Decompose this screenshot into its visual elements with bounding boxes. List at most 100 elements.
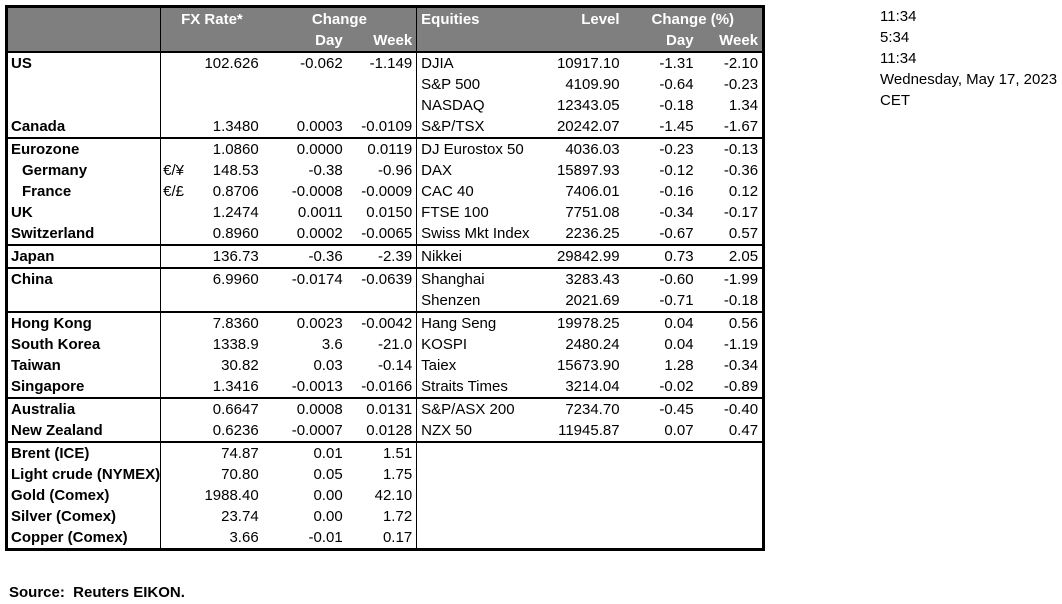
equity-level-cell: 15673.90 <box>556 357 620 374</box>
fx-day-change-cell: -0.36 <box>262 244 347 268</box>
equity-week-change-cell: -1.67 <box>723 118 759 135</box>
fx-day-change-cell: -0.0013 <box>291 378 343 395</box>
table-body: US 102.626 -0.062 -1.149 DJIA 10917.10 -1.31 -2… <box>6 52 764 550</box>
fx-rate-cell: 1.3480 <box>212 118 259 135</box>
fx-day-change-cell: 0.00 <box>313 487 343 504</box>
equity-name-cell: DJIA <box>421 55 454 72</box>
fx-day-change-cell: 0.01 <box>262 441 347 464</box>
equity-level-cell: 12343.05 <box>556 97 620 114</box>
equity-week-header: Week <box>697 30 764 53</box>
equity-level-cell: 11945.87 <box>558 422 620 439</box>
fx-day-header: Day <box>262 30 347 53</box>
fx-week-change-cell: -0.0166 <box>346 376 418 398</box>
equity-name-cell: Swiss Mkt Index <box>421 225 530 242</box>
fx-week-change-cell: 0.0150 <box>346 202 418 223</box>
fx-rate-cell: 0.6647 <box>190 397 263 420</box>
equity-name-cell: CAC 40 <box>421 183 474 200</box>
time-3: 11:34 <box>880 50 917 67</box>
fx-rate-cell: 0.6236 <box>212 422 259 439</box>
fx-week-change-cell: -1.149 <box>346 52 418 74</box>
country-cell: Brent (ICE) <box>6 441 162 464</box>
equity-level-cell: 2021.69 <box>565 292 620 309</box>
equity-level-cell: 29842.99 <box>529 244 624 268</box>
equity-level-cell: 20242.07 <box>556 118 620 135</box>
fx-week-change-cell: -0.14 <box>346 355 418 376</box>
currency-pair-cell <box>161 485 191 506</box>
equity-day-change-cell: -0.71 <box>659 292 694 309</box>
fx-day-change-cell <box>263 290 347 312</box>
equity-week-change-cell: 0.56 <box>697 311 764 334</box>
fx-week-change-cell: -0.0639 <box>346 267 418 290</box>
equity-day-change-cell: -0.64 <box>659 76 694 93</box>
fx-rate-cell: 70.80 <box>221 466 259 483</box>
currency-pair-cell <box>160 441 191 464</box>
fx-day-change-cell: 0.0002 <box>296 225 343 242</box>
fx-day-change-cell: 0.0008 <box>262 397 347 420</box>
equity-level-cell: 4109.90 <box>565 76 620 93</box>
table-row: Singapore 1.3416 -0.0013 -0.0166 Straits Tim… <box>6 376 764 398</box>
equity-day-change-cell: -0.67 <box>659 225 694 242</box>
table-row: South Korea 1338.9 3.6 -21.0 KOSPI 2480.24 0.0… <box>6 334 764 355</box>
equity-name-cell: DAX <box>421 162 453 179</box>
fx-day-change-cell <box>263 74 347 95</box>
equity-day-change-cell <box>624 464 698 485</box>
fx-week-header: Week <box>346 30 418 53</box>
currency-pair-cell <box>161 355 191 376</box>
equity-week-change-cell: -0.23 <box>723 76 759 93</box>
currency-pair-cell <box>161 52 191 74</box>
equity-name-cell: Shanghai <box>416 267 530 290</box>
equity-week-change-cell: 0.57 <box>728 225 759 242</box>
fx-day-change-cell: -0.0174 <box>262 267 347 290</box>
date-line: Wednesday, May 17, 2023 <box>880 71 1058 88</box>
country-cell <box>6 74 162 95</box>
currency-pair-cell: €/£ <box>163 183 185 200</box>
equity-name-cell: KOSPI <box>421 336 468 353</box>
fx-rate-cell: 102.626 <box>204 55 259 72</box>
equity-week-change-cell <box>697 441 764 464</box>
fx-rate-cell: 1338.9 <box>212 336 259 353</box>
equity-name-cell: Nikkei <box>416 244 530 268</box>
fx-day-change-cell: 0.0023 <box>262 311 347 334</box>
equity-day-change-cell <box>624 485 698 506</box>
fx-rate-cell: 30.82 <box>221 357 259 374</box>
fx-rate-cell: 74.87 <box>190 441 263 464</box>
fx-week-change-cell: 0.0131 <box>346 397 418 420</box>
country-cell: Singapore <box>6 376 162 398</box>
equity-level-cell: 4036.03 <box>529 137 624 160</box>
table-row: Silver (Comex) 23.74 0.00 1.72 <box>6 506 764 527</box>
fx-week-change-cell: 0.0119 <box>346 137 418 160</box>
equity-name-cell <box>417 485 530 506</box>
table-row: Light crude (NYMEX) 70.80 0.05 1.75 <box>6 464 764 485</box>
fx-week-change-cell: -0.0009 <box>346 181 418 202</box>
country-cell: Hong Kong <box>6 311 162 334</box>
equity-week-change-cell: -0.17 <box>723 204 759 221</box>
currency-pair-cell <box>161 420 191 442</box>
country-cell <box>6 95 162 116</box>
fx-week-change-cell <box>346 95 418 116</box>
table-row: Taiwan 30.82 0.03 -0.14 Taiex 15673.90 1.28 -0.… <box>6 355 764 376</box>
equity-name-cell: S&P/ASX 200 <box>416 397 530 420</box>
fx-week-change-cell: -21.0 <box>346 334 418 355</box>
equity-name-cell: S&P/TSX <box>421 118 485 135</box>
table-row: S&P 500 4109.90 -0.64 -0.23 <box>6 74 764 95</box>
currency-pair-cell <box>161 464 191 485</box>
table-row: Copper (Comex) 3.66 -0.01 0.17 <box>6 527 764 550</box>
country-cell <box>6 290 162 312</box>
equity-week-change-cell: -0.89 <box>723 378 759 395</box>
equity-week-change-cell: -0.18 <box>723 292 759 309</box>
equity-day-change-cell: -0.60 <box>623 267 698 290</box>
fx-rate-cell <box>191 290 263 312</box>
table-header: FX Rate* Change Equities Level Change (%… <box>6 6 764 53</box>
fx-week-change-cell: -0.0109 <box>346 116 418 138</box>
fx-rate-header: FX Rate* <box>160 6 263 30</box>
table-row: Japan 136.73 -0.36 -2.39 Nikkei 29842.99 0.73 2… <box>6 244 764 268</box>
equity-level-cell <box>530 485 624 506</box>
equity-level-cell: 7751.08 <box>565 204 620 221</box>
fx-week-change-cell: 0.0128 <box>346 420 418 442</box>
country-header-spacer <box>6 30 162 53</box>
currency-pair-cell: €/¥ <box>163 162 185 179</box>
fx-rate-cell: 3.66 <box>229 529 259 546</box>
equity-week-change-cell <box>698 506 764 527</box>
fx-day-change-cell: 0.0003 <box>296 118 343 135</box>
equity-day-change-cell: -0.02 <box>659 378 694 395</box>
